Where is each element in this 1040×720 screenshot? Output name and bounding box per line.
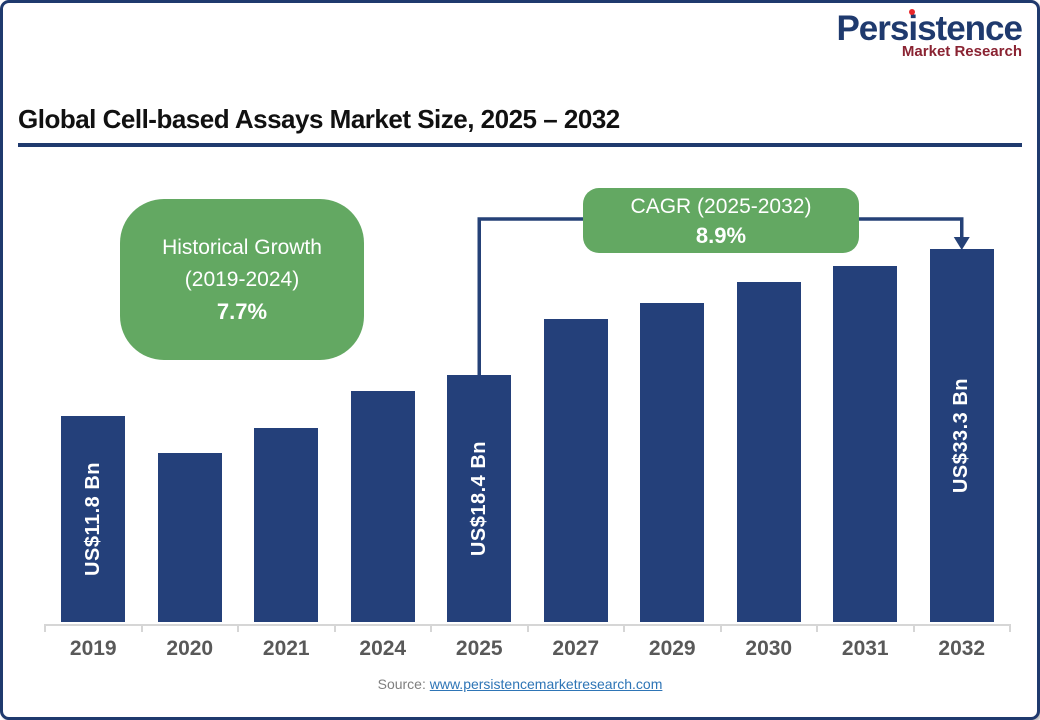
bar-2019: US$11.8 Bn: [61, 416, 126, 622]
x-axis-tick: [526, 624, 529, 632]
x-axis-tick: [816, 624, 818, 632]
x-axis-tick: [140, 624, 143, 632]
brand-name: Persistence: [836, 9, 1023, 48]
x-tick-label-2029: 2029: [648, 637, 696, 660]
x-tick-label-2021: 2021: [262, 637, 310, 660]
bar-2029: [640, 303, 705, 622]
bar-2032: US$33.3 Bn: [929, 249, 994, 622]
bar-2027: [543, 319, 608, 622]
brand-logo: Persistence Market Research: [836, 9, 1023, 60]
x-axis-tick: [237, 624, 239, 632]
bar-2021: [254, 428, 319, 622]
bar-value-label-2019: US$11.8 Bn: [81, 462, 104, 576]
x-axis-tick: [719, 624, 722, 632]
historical-growth-line1: Historical Growth: [162, 235, 322, 259]
source-prefix: Source:: [377, 676, 426, 692]
x-tick-label-2019: 2019: [69, 637, 117, 660]
bar-2020: [157, 453, 222, 622]
x-tick-label-2030: 2030: [745, 637, 793, 660]
historical-growth-callout: Historical Growth (2019-2024) 7.7%: [120, 199, 364, 360]
x-tick-label-2025: 2025: [455, 637, 503, 660]
x-tick-label-2020: 2020: [166, 637, 214, 660]
brand-tagline: Market Research: [901, 43, 1022, 60]
bar-2024: [350, 391, 415, 622]
historical-growth-line2: (2019-2024): [184, 267, 300, 291]
x-tick-label-2024: 2024: [359, 637, 407, 660]
x-axis-tick: [44, 624, 46, 632]
x-axis-tick: [333, 624, 336, 632]
bar-value-label-2032: US$33.3 Bn: [950, 377, 973, 494]
cagr-line1: CAGR (2025-2032): [630, 194, 812, 218]
bar-value-label-2025: US$18.4 Bn: [467, 440, 490, 557]
x-axis-tick: [1009, 624, 1011, 632]
x-tick-label-2027: 2027: [552, 637, 600, 660]
cagr-value: 8.9%: [695, 222, 747, 248]
bar-2025: US$18.4 Bn: [447, 375, 512, 622]
chart-title: Global Cell-based Assays Market Size, 20…: [18, 104, 620, 134]
bar-2031: [833, 266, 898, 622]
brand-i-red-dot: i: [908, 9, 918, 48]
x-axis-tick: [430, 624, 432, 632]
x-axis-tick: [912, 624, 915, 632]
title-underline: [18, 143, 1022, 147]
x-axis-tick: [623, 624, 625, 632]
source-link[interactable]: www.persistencemarketresearch.com: [429, 676, 663, 692]
x-tick-label-2031: 2031: [841, 637, 889, 660]
historical-growth-value: 7.7%: [216, 298, 268, 324]
bar-2030: [736, 282, 801, 622]
x-tick-label-2032: 2032: [938, 637, 986, 660]
cagr-callout: CAGR (2025-2032) 8.9%: [583, 188, 859, 253]
source-line: Source: www.persistencemarketresearch.co…: [0, 676, 1040, 692]
x-axis-line: [45, 624, 1010, 626]
